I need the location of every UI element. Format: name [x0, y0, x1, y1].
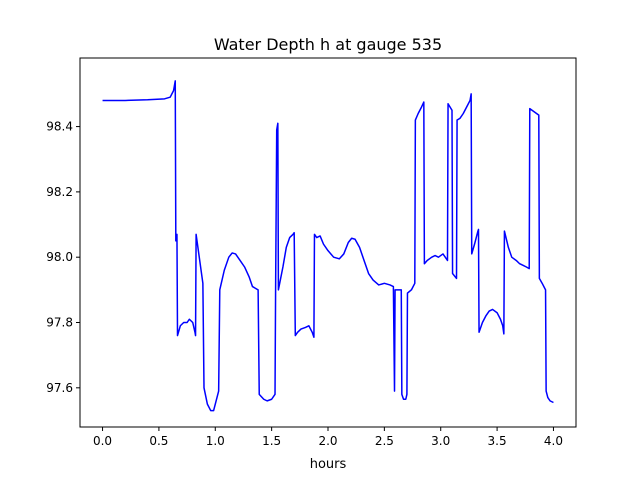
y-tick-label: 98.4 — [46, 120, 73, 134]
y-tick-label: 98.2 — [46, 185, 73, 199]
y-tick-label: 98.0 — [46, 250, 73, 264]
axis-ticks: 0.0 0.5 1.0 1.5 2.0 2.5 3.0 3.5 4.0 97.6 97.8 98.0 9… — [46, 120, 563, 448]
x-tick-label: 0.0 — [93, 434, 112, 448]
x-tick-label: 0.5 — [149, 434, 168, 448]
x-axis-label: hours — [310, 457, 347, 472]
plot-series — [102, 80, 554, 412]
plot-area-frame — [79, 57, 577, 428]
y-tick-label: 97.8 — [46, 316, 73, 330]
y-tick-label: 97.6 — [46, 381, 73, 395]
x-tick-label: 2.0 — [318, 434, 337, 448]
x-tick-label: 3.0 — [431, 434, 450, 448]
x-tick-label: 3.5 — [488, 434, 507, 448]
x-tick-label: 1.0 — [206, 434, 225, 448]
x-tick-label: 1.5 — [262, 434, 281, 448]
chart-title: Water Depth h at gauge 535 — [214, 35, 442, 54]
x-tick-label: 4.0 — [544, 434, 563, 448]
x-tick-label: 2.5 — [375, 434, 394, 448]
series-line — [102, 80, 554, 412]
